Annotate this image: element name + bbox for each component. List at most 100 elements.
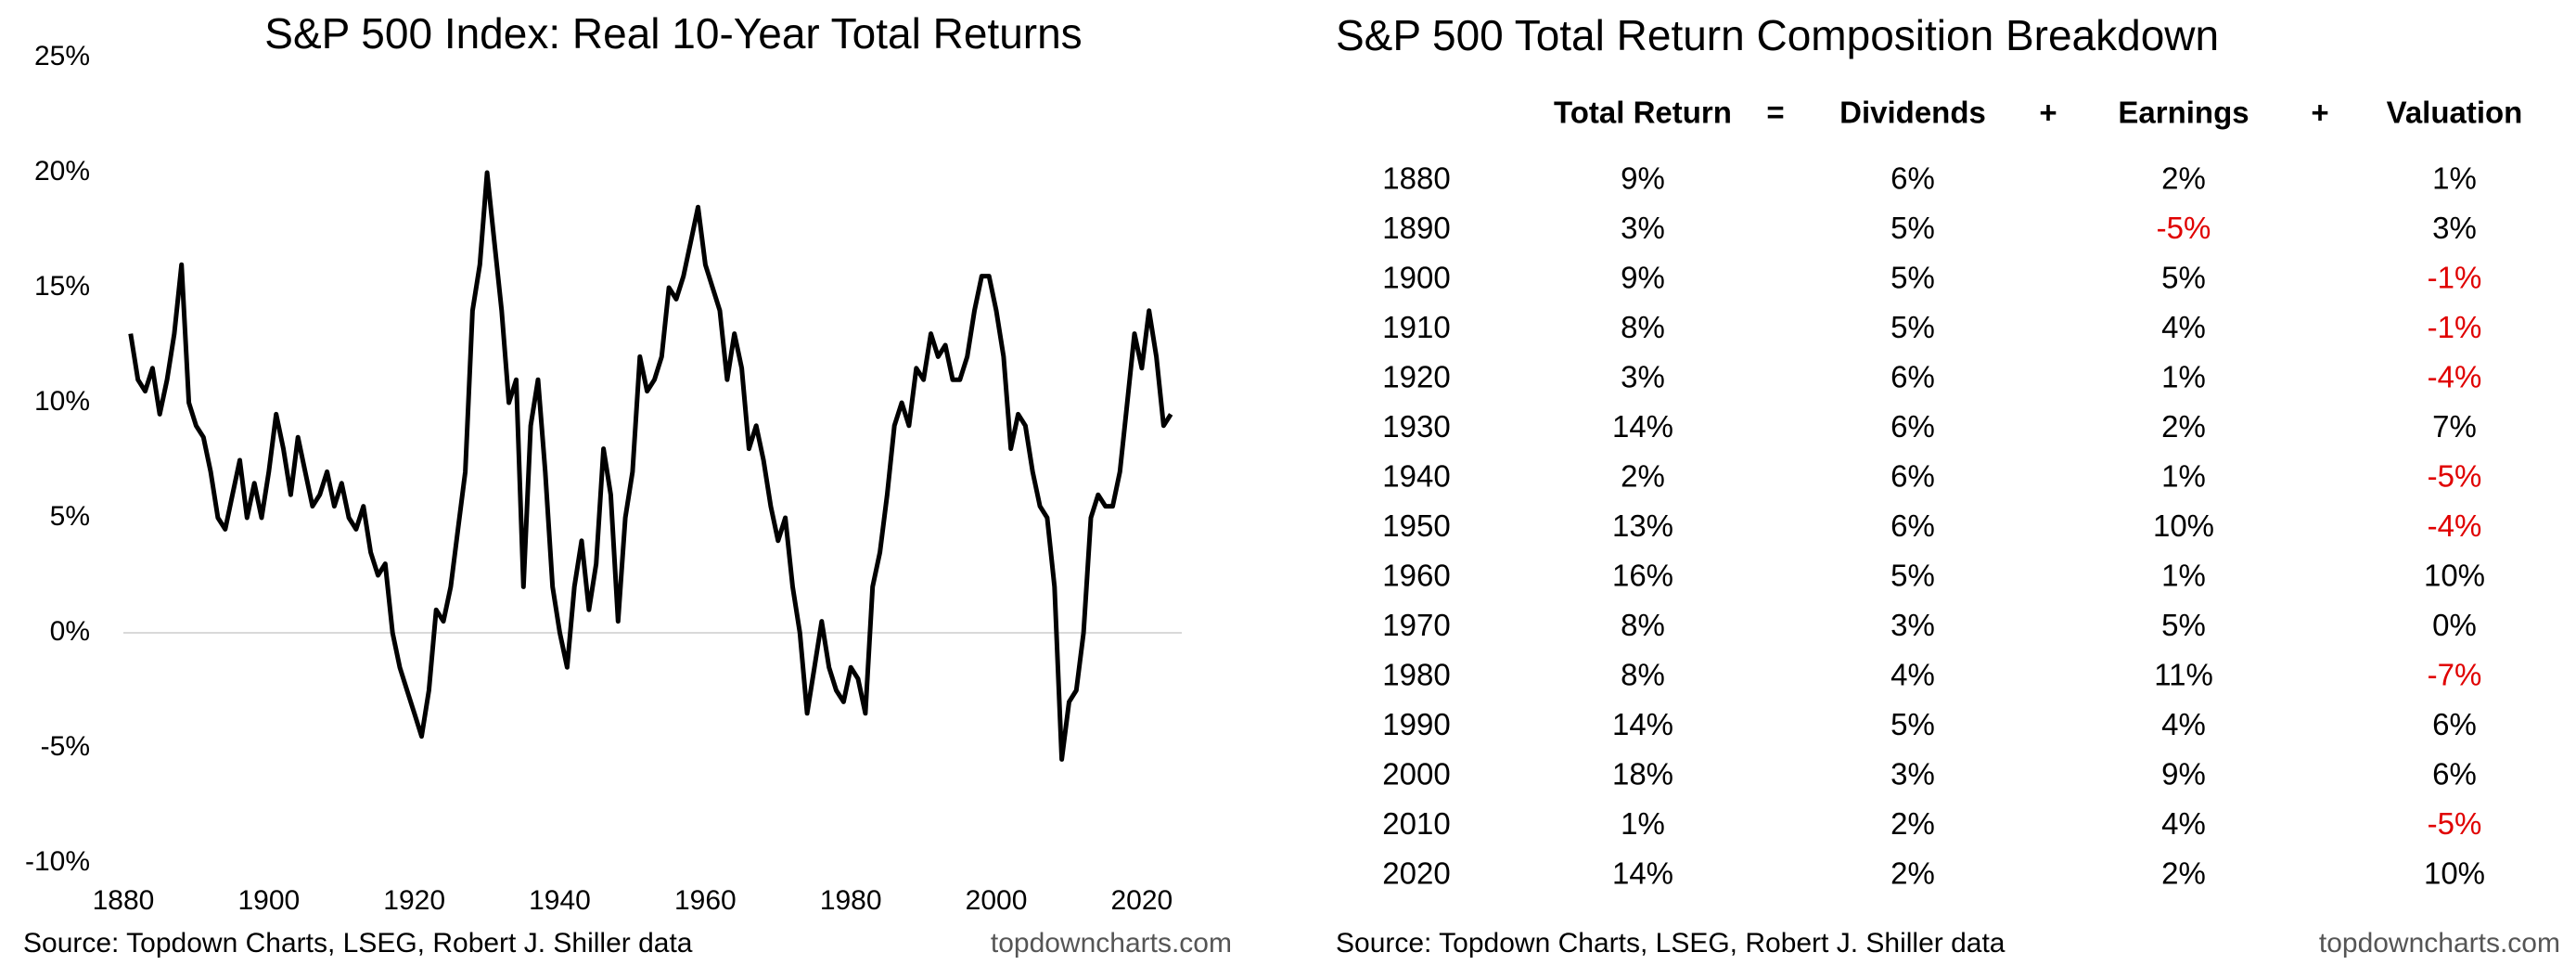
cell: 10% xyxy=(2153,508,2214,543)
y-tick-label: 10% xyxy=(34,386,90,417)
cell: 1% xyxy=(2161,559,2206,593)
cell: 2% xyxy=(1621,459,1665,494)
cell: 10% xyxy=(2424,856,2485,891)
column-header: + xyxy=(2039,96,2057,130)
cell: 8% xyxy=(1621,310,1665,344)
row-year: 1920 xyxy=(1382,360,1450,394)
cell: 3% xyxy=(1621,360,1665,394)
y-tick-label: -10% xyxy=(25,846,90,877)
x-tick-label: 1880 xyxy=(93,885,155,916)
x-tick-label: 2020 xyxy=(1110,885,1173,916)
cell: 13% xyxy=(1612,508,1673,543)
cell: 5% xyxy=(2161,261,2206,295)
cell: 6% xyxy=(1890,409,1935,444)
cell: 5% xyxy=(1890,707,1935,741)
cell: -1% xyxy=(2428,261,2482,295)
cell: 6% xyxy=(1890,161,1935,196)
x-tick-label: 2000 xyxy=(966,885,1028,916)
cell: 1% xyxy=(2161,459,2206,494)
cell: 4% xyxy=(2161,806,2206,841)
cell: -1% xyxy=(2428,310,2482,344)
table-title: S&P 500 Total Return Composition Breakdo… xyxy=(1336,11,2219,59)
cell: 7% xyxy=(2432,409,2477,444)
cell: 1% xyxy=(1621,806,1665,841)
cell: -7% xyxy=(2428,658,2482,692)
cell: 2% xyxy=(2161,409,2206,444)
cell: 8% xyxy=(1621,608,1665,642)
y-tick-label: 15% xyxy=(34,271,90,302)
row-year: 2020 xyxy=(1382,856,1450,891)
column-header: + xyxy=(2311,96,2328,130)
cell: 8% xyxy=(1621,658,1665,692)
chart-title: S&P 500 Index: Real 10-Year Total Return… xyxy=(264,9,1082,58)
y-tick-label: 5% xyxy=(50,501,90,532)
column-header: = xyxy=(1766,96,1784,130)
cell: 5% xyxy=(1890,261,1935,295)
row-year: 1880 xyxy=(1382,161,1450,196)
cell: 2% xyxy=(2161,856,2206,891)
cell: 3% xyxy=(2432,211,2477,245)
row-year: 1890 xyxy=(1382,211,1450,245)
cell: -5% xyxy=(2428,459,2482,494)
cell: 9% xyxy=(1621,261,1665,295)
cell: 16% xyxy=(1612,559,1673,593)
x-tick-label: 1980 xyxy=(820,885,882,916)
x-tick-label: 1960 xyxy=(674,885,737,916)
cell: 4% xyxy=(1890,658,1935,692)
row-year: 1970 xyxy=(1382,608,1450,642)
cell: -5% xyxy=(2428,806,2482,841)
cell: -4% xyxy=(2428,360,2482,394)
row-year: 1940 xyxy=(1382,459,1450,494)
line xyxy=(128,170,1173,762)
row-year: 2010 xyxy=(1382,806,1450,841)
row-year: 1930 xyxy=(1382,409,1450,444)
cell: 6% xyxy=(1890,360,1935,394)
row-year: 1950 xyxy=(1382,508,1450,543)
cell: 11% xyxy=(2154,658,2213,692)
column-header: Earnings xyxy=(2118,96,2249,130)
source: Source: Topdown Charts, LSEG, Robert J. … xyxy=(23,928,693,959)
cell: -5% xyxy=(2157,211,2211,245)
cell: 6% xyxy=(1890,508,1935,543)
source: Source: Topdown Charts, LSEG, Robert J. … xyxy=(1336,928,2006,959)
cell: 2% xyxy=(1890,806,1935,841)
cell: 5% xyxy=(2161,608,2206,642)
cell: 10% xyxy=(2424,559,2485,593)
y-tick-label: 0% xyxy=(50,616,90,647)
column-header: Total Return xyxy=(1554,96,1732,130)
row-year: 1980 xyxy=(1382,658,1450,692)
y-tick-label: 20% xyxy=(34,156,90,187)
row-year: 1990 xyxy=(1382,707,1450,741)
row-year: 2000 xyxy=(1382,757,1450,791)
row-year: 1910 xyxy=(1382,310,1450,344)
cell: 3% xyxy=(1621,211,1665,245)
row-year: 1960 xyxy=(1382,559,1450,593)
column-header: Valuation xyxy=(2387,96,2523,130)
cell: 4% xyxy=(2161,310,2206,344)
cell: 1% xyxy=(2161,360,2206,394)
cell: 3% xyxy=(1890,608,1935,642)
cell: 18% xyxy=(1612,757,1673,791)
cell: 14% xyxy=(1612,707,1673,741)
x-tick-label: 1900 xyxy=(237,885,300,916)
cell: -4% xyxy=(2428,508,2482,543)
website: topdowncharts.com xyxy=(991,928,1232,959)
cell: 6% xyxy=(1890,459,1935,494)
cell: 6% xyxy=(2432,757,2477,791)
cell: 14% xyxy=(1612,409,1673,444)
cell: 2% xyxy=(1890,856,1935,891)
cell: 9% xyxy=(2161,757,2206,791)
website: topdowncharts.com xyxy=(2319,928,2560,959)
column-header: Dividends xyxy=(1839,96,1986,130)
y-tick-label: 25% xyxy=(34,41,90,71)
cell: 3% xyxy=(1890,757,1935,791)
cell: 4% xyxy=(2161,707,2206,741)
x-tick-label: 1940 xyxy=(529,885,591,916)
cell: 1% xyxy=(2432,161,2477,196)
cell: 2% xyxy=(2161,161,2206,196)
row-year: 1900 xyxy=(1382,261,1450,295)
cell: 9% xyxy=(1621,161,1665,196)
cell: 5% xyxy=(1890,559,1935,593)
cell: 14% xyxy=(1612,856,1673,891)
